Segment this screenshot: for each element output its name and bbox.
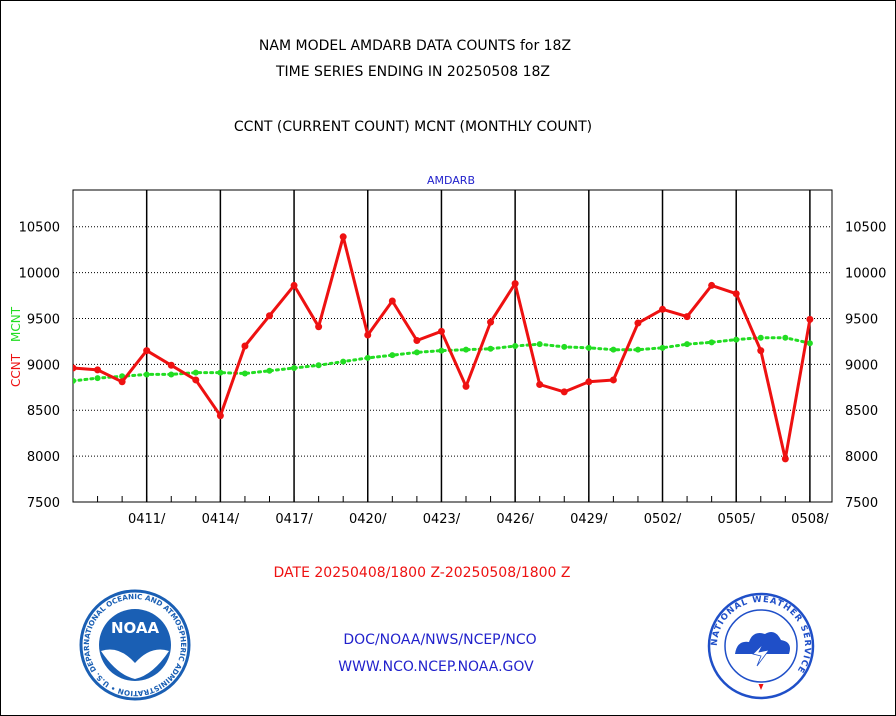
data-point-mcnt [512,343,519,349]
data-point-mcnt [561,343,568,350]
data-point-ccnt [536,381,544,389]
noaa-logo: NATIONAL OCEANIC AND ATMOSPHERIC ADMINIS… [79,589,191,701]
data-point-mcnt [806,340,813,347]
y-tick-label-left: 9500 [27,312,60,327]
y-axis-label-mcnt: MCNT [9,306,23,342]
data-point-ccnt [683,313,691,321]
plot-label: AMDARB [427,174,475,187]
footer-date-range: DATE 20250408/1800 Z-20250508/1800 Z [273,565,571,581]
data-point-ccnt [118,378,126,386]
y-tick-label-right: 8500 [845,404,878,419]
noaa-logo-name: NOAA [111,619,160,637]
data-point-mcnt [757,334,764,341]
data-point-mcnt [438,347,445,354]
data-point-ccnt [413,336,421,344]
chart-subtitle: CCNT (CURRENT COUNT) MCNT (MONTHLY COUNT… [233,119,593,135]
y-tick-label-left: 9000 [27,358,60,373]
data-point-ccnt [192,376,200,384]
x-tick-label: 0414/ [202,512,240,527]
y-tick-label-left: 8500 [27,404,60,419]
x-tick-label: 0505/ [717,512,755,527]
data-point-ccnt [437,327,445,335]
data-point-ccnt [73,364,77,372]
data-point-ccnt [560,388,568,396]
data-point-mcnt [143,371,150,378]
data-point-mcnt [168,371,175,378]
data-point-mcnt [634,346,641,353]
chart-title-line2: TIME SERIES ENDING IN 20250508 18Z [276,64,550,80]
plot-frame [72,189,833,503]
data-point-mcnt [684,341,691,348]
data-point-ccnt [781,455,789,463]
data-point-ccnt [659,305,667,313]
x-tick-label: 0417/ [275,512,313,527]
y-tick-label-left: 10500 [19,221,60,236]
x-tick-label: 0429/ [570,512,608,527]
data-point-mcnt [536,341,543,348]
data-point-ccnt [167,361,175,369]
data-point-ccnt [339,233,347,241]
data-point-ccnt [634,319,642,327]
data-point-mcnt [585,344,592,351]
data-point-mcnt [708,339,715,346]
data-point-ccnt [511,280,519,288]
data-point-mcnt [266,367,273,374]
data-point-ccnt [462,382,470,390]
data-point-ccnt [585,378,593,386]
y-tick-label-right: 7500 [845,496,878,511]
data-point-ccnt [241,342,249,350]
y-tick-label-right: 9500 [845,312,878,327]
y-tick-label-left: 7500 [27,496,60,511]
footer-org: DOC/NOAA/NWS/NCEP/NCO [343,632,537,648]
data-point-mcnt [413,349,420,356]
data-point-mcnt [782,334,789,341]
y-tick-label-right: 8000 [845,450,878,465]
x-tick-label: 0423/ [423,512,461,527]
y-tick-label-right: 10500 [845,221,886,236]
data-point-mcnt [192,369,199,376]
data-point-ccnt [266,312,274,320]
data-point-ccnt [364,331,372,339]
data-point-mcnt [73,377,76,384]
y-tick-label-left: 8000 [27,450,60,465]
data-point-mcnt [94,375,101,382]
footer-url[interactable]: WWW.NCO.NCEP.NOAA.GOV [338,659,534,675]
chart-title-line1: NAM MODEL AMDARB DATA COUNTS for 18Z [258,38,572,54]
y-tick-label-left: 10000 [19,267,60,282]
data-point-ccnt [290,281,298,289]
data-point-mcnt [487,345,494,352]
y-tick-label-right: 10000 [845,267,886,282]
data-point-mcnt [291,365,298,372]
data-point-ccnt [609,376,617,384]
x-tick-label: 0420/ [349,512,387,527]
data-point-ccnt [216,412,224,420]
data-point-ccnt [94,366,102,374]
data-point-mcnt [364,354,371,361]
data-point-mcnt [733,336,740,343]
data-point-ccnt [732,290,740,298]
data-point-mcnt [340,358,347,365]
data-point-ccnt [388,297,396,305]
x-tick-label: 0426/ [496,512,534,527]
data-point-mcnt [217,369,224,376]
data-point-ccnt [757,347,765,355]
data-point-mcnt [610,346,617,353]
x-tick-label: 0508/ [791,512,829,527]
data-point-ccnt [487,318,495,326]
x-tick-label: 0411/ [128,512,166,527]
data-point-ccnt [315,323,323,331]
data-point-ccnt [708,281,716,289]
nws-logo: NATIONAL WEATHER SERVICE [707,592,815,700]
data-point-ccnt [806,315,814,323]
y-axis-label-ccnt: CCNT [9,353,23,387]
data-point-mcnt [389,352,396,359]
data-point-mcnt [463,346,470,353]
data-point-mcnt [241,370,248,377]
data-point-ccnt [143,347,151,355]
data-point-mcnt [315,362,322,369]
x-tick-label: 0502/ [644,512,682,527]
data-point-mcnt [659,344,666,351]
y-tick-label-right: 9000 [845,358,878,373]
